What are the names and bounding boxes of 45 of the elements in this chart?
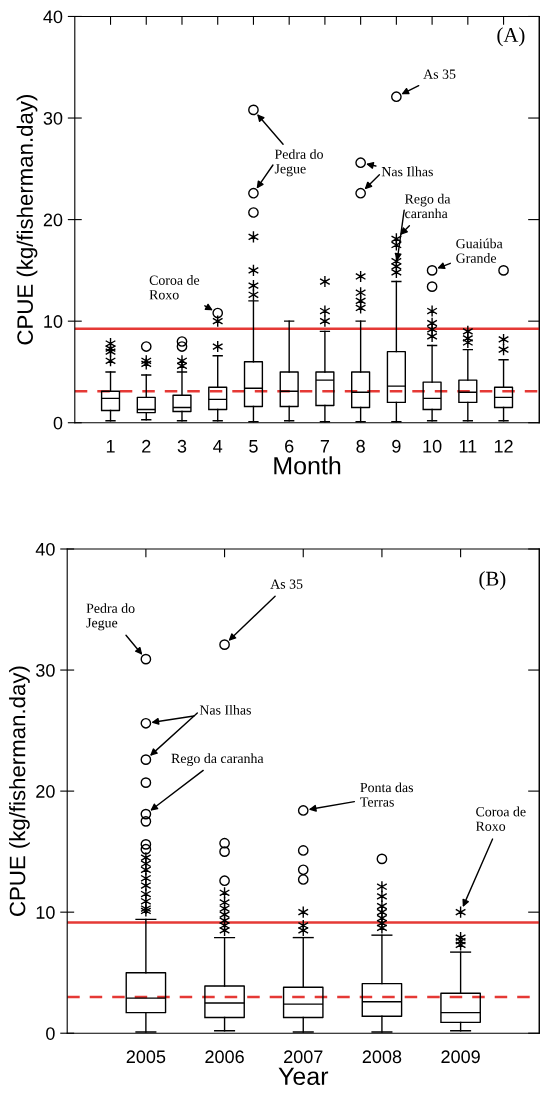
y-tick-label: 0 (46, 1027, 55, 1040)
x-tick-label: 2007 (284, 1050, 323, 1064)
x-axis-title: Year (278, 1067, 329, 1086)
y-tick-label: 30 (36, 663, 55, 677)
x-tick-label: 2 (142, 439, 151, 453)
annotation: Pedra do Jegue (274, 149, 323, 177)
y-tick-label: 10 (36, 906, 55, 919)
y-tick-label: 10 (44, 315, 63, 328)
annotation: As 35 (270, 579, 303, 589)
annotation: (B) (479, 571, 506, 590)
annotation: Nas Ilhas (381, 166, 433, 177)
annotation: Coroa de Roxo (149, 275, 200, 300)
y-tick-label: 30 (43, 111, 63, 125)
annotation: Coroa de Roxo (475, 806, 526, 831)
y-axis-title: CPUE (kg/fisherman.day) (16, 95, 38, 345)
annotation: (A) (497, 27, 525, 47)
x-tick-label: 2006 (205, 1050, 244, 1064)
annotation: Rego da caranha (404, 193, 451, 219)
annotation: Ponta das Terras (360, 782, 414, 807)
y-tick-label: 40 (43, 10, 63, 24)
x-tick-label: 9 (392, 439, 401, 453)
y-tick-label: 0 (53, 416, 63, 430)
y-tick-label: 40 (35, 542, 55, 556)
annotation: As 35 (423, 69, 456, 79)
x-tick-label: 2005 (126, 1050, 166, 1064)
x-tick-label: 10 (423, 439, 442, 453)
annotation: Pedra do Jegue (86, 603, 135, 631)
x-tick-label: 3 (177, 439, 187, 453)
x-tick-label: 4 (213, 440, 223, 453)
x-tick-label: 5 (249, 440, 258, 453)
x-tick-label: 7 (320, 440, 330, 453)
y-tick-label: 20 (36, 785, 55, 798)
x-axis-title: Month (274, 456, 341, 475)
x-tick-label: 2008 (362, 1050, 402, 1064)
y-axis-title: CPUE (kg/fisherman.day) (9, 666, 30, 916)
annotation: Guaiúba Grande (456, 238, 503, 263)
annotation: Nas Ilhas (199, 704, 251, 715)
y-tick-label: 20 (43, 213, 63, 227)
x-tick-label: 12 (494, 439, 513, 453)
x-tick-label: 1 (106, 440, 115, 453)
x-tick-label: 11 (459, 440, 477, 453)
x-tick-label: 8 (356, 439, 365, 453)
x-tick-label: 2009 (441, 1050, 480, 1064)
x-tick-label: 6 (285, 439, 294, 453)
annotation: Rego da caranha (171, 753, 264, 766)
